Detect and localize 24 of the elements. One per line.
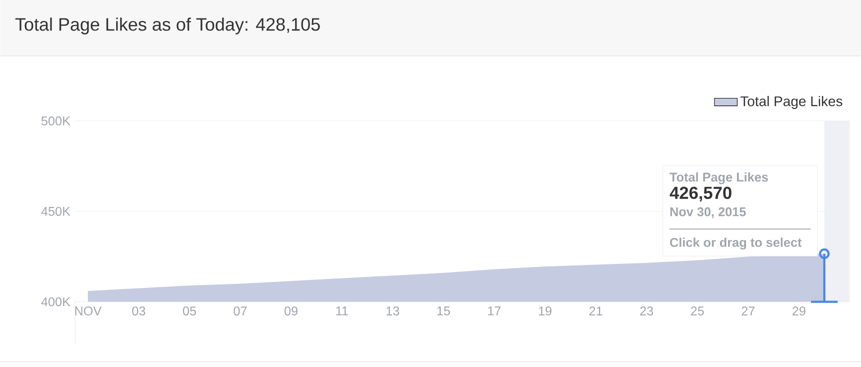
annotation: Total Page Likes bbox=[670, 172, 768, 184]
x-tick-label: 11 bbox=[336, 306, 348, 316]
x-tick-label: 19 bbox=[538, 306, 552, 316]
x-tick-label: NOV bbox=[75, 306, 102, 316]
x-tick-label: 17 bbox=[488, 306, 501, 316]
x-tick-label: 03 bbox=[132, 306, 146, 316]
y-tick-label: 500K bbox=[41, 116, 70, 126]
chart-title: Total Page Likes as of Today: 428,105 bbox=[15, 18, 320, 34]
x-tick-label: 13 bbox=[386, 306, 400, 316]
x-tick-label: 07 bbox=[234, 306, 247, 316]
y-tick-label: 400K bbox=[41, 297, 70, 306]
x-tick-label: 25 bbox=[690, 306, 704, 316]
y-tick-label: 450K bbox=[41, 206, 70, 216]
x-tick-label: 27 bbox=[742, 306, 755, 316]
x-tick-label: 09 bbox=[284, 306, 298, 316]
x-tick-label: 21 bbox=[589, 306, 602, 316]
x-tick-label: 23 bbox=[640, 306, 654, 316]
annotation: Click or drag to select bbox=[670, 238, 802, 250]
annotation: Nov 30, 2015 bbox=[670, 207, 746, 218]
x-tick-label: 05 bbox=[182, 306, 196, 316]
annotation: 426,570 bbox=[670, 186, 732, 202]
x-tick-label: 15 bbox=[437, 306, 450, 316]
legend-label: Total Page Likes bbox=[740, 96, 842, 110]
x-tick-label: 29 bbox=[792, 306, 806, 316]
